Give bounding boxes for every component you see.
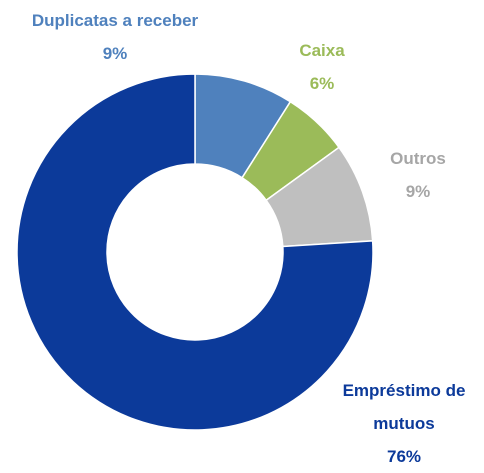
donut-slice xyxy=(16,73,374,431)
value-label: 9% xyxy=(405,182,431,201)
category-name: Outros xyxy=(390,149,446,168)
value-label: 6% xyxy=(309,74,335,93)
category-name: Duplicatas a receber xyxy=(31,11,199,30)
slice-label: Outros 9% xyxy=(368,142,468,208)
slice-label: Empréstimo de mutuos 76% xyxy=(324,374,484,473)
category-name: Caixa xyxy=(299,41,345,60)
category-name: Empréstimo de mutuos xyxy=(342,381,466,433)
slice-label: Caixa 6% xyxy=(282,34,362,100)
value-label: 9% xyxy=(102,44,128,63)
value-label: 76% xyxy=(386,447,422,466)
slice-label: Duplicatas a receber 9% xyxy=(0,4,230,70)
